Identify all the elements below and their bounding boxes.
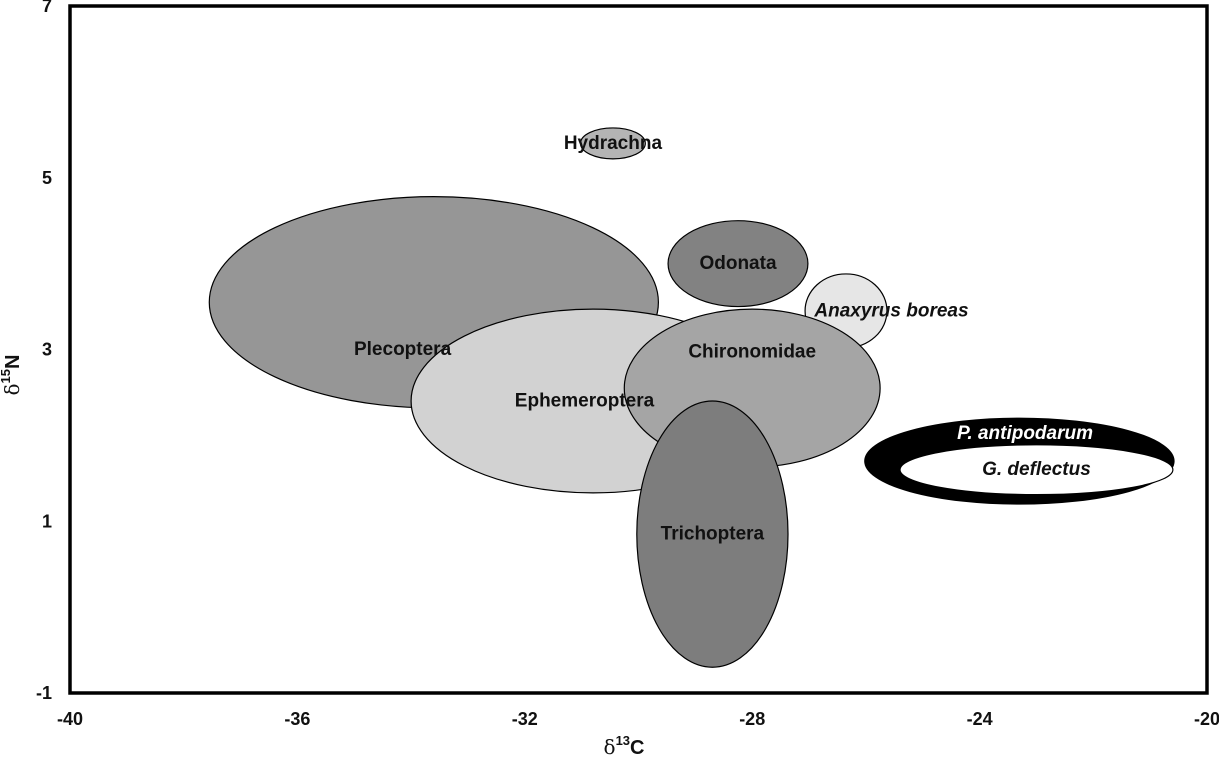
x-tick-label: -32	[512, 709, 538, 729]
x-axis-ticks: -40 -36 -32 -28 -24 -20	[57, 709, 1219, 729]
chironomidae-label: Chironomidae	[688, 342, 816, 363]
y-tick-label: 5	[42, 168, 52, 188]
x-axis-title: δ13C	[604, 733, 645, 759]
odonata-label: Odonata	[699, 253, 776, 274]
p-antipodarum-label: P. antipodarum	[957, 423, 1093, 444]
anaxyrus-boreas-label: Anaxyrus boreas	[813, 300, 968, 321]
x-tick-label: -24	[967, 709, 993, 729]
y-tick-label: -1	[36, 683, 52, 703]
plecoptera-label: Plecoptera	[354, 339, 452, 360]
x-tick-label: -40	[57, 709, 83, 729]
label-layer: Plecoptera Hydrachna Odonata Anaxyrus borea…	[354, 133, 1093, 545]
x-tick-label: -28	[739, 709, 765, 729]
trichoptera-ellipse	[636, 400, 789, 668]
trichoptera-label: Trichoptera	[661, 524, 765, 545]
y-tick-label: 1	[42, 511, 52, 531]
x-tick-label: -36	[284, 709, 310, 729]
ellipse-layer	[208, 127, 1175, 668]
y-tick-label: 3	[42, 340, 52, 360]
y-axis-ticks: -1 1 3 5 7	[36, 0, 52, 703]
y-tick-label: 7	[42, 0, 52, 16]
hydrachna-label: Hydrachna	[564, 133, 663, 154]
odonata-ellipse	[667, 220, 809, 308]
g-deflectus-label: G. deflectus	[982, 459, 1091, 480]
ephemeroptera-label: Ephemeroptera	[515, 391, 655, 412]
y-axis-title: δ15N	[0, 355, 24, 396]
g-deflectus-ellipse	[899, 444, 1174, 496]
plot-frame	[68, 4, 1209, 695]
hydrachna-ellipse	[579, 127, 646, 160]
x-tick-label: -20	[1194, 709, 1219, 729]
